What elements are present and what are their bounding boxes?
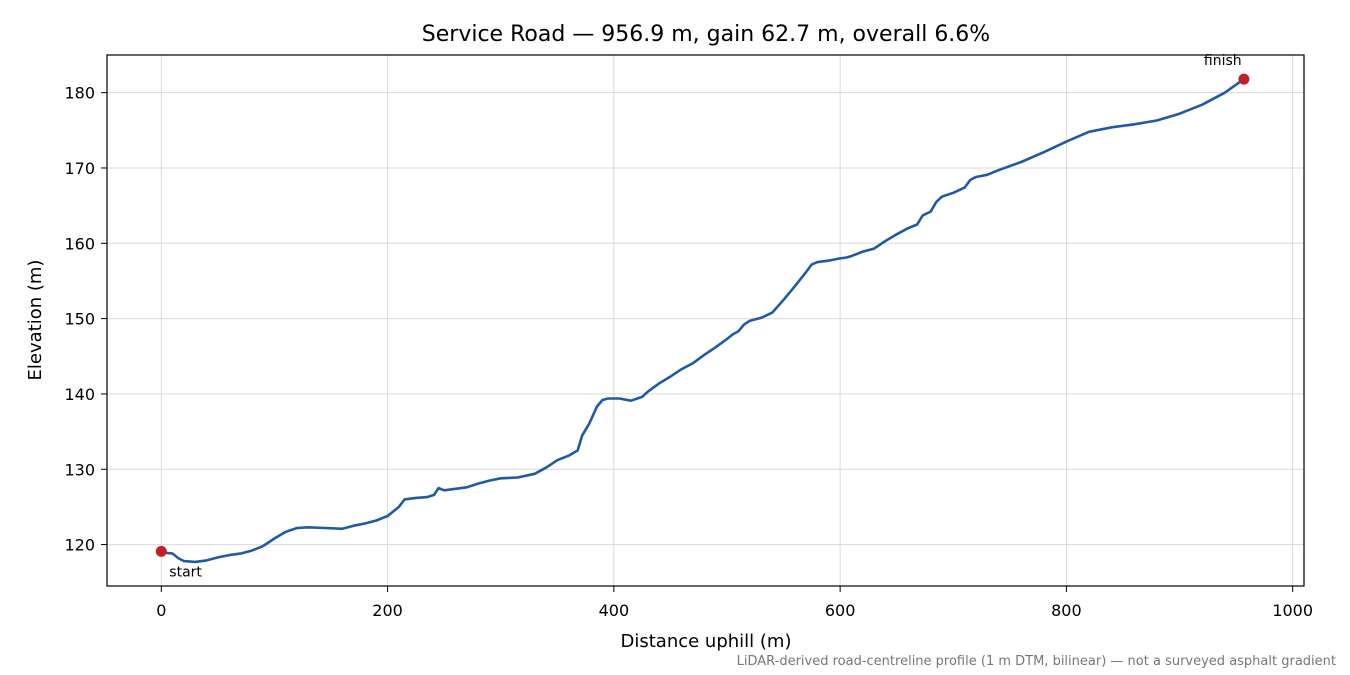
finish-label: finish bbox=[1204, 53, 1242, 69]
markers: start finish bbox=[155, 53, 1250, 580]
y-tick-label: 140 bbox=[64, 385, 95, 404]
y-tick-label: 160 bbox=[64, 234, 95, 253]
y-tick-label: 180 bbox=[64, 84, 95, 103]
x-tick-label: 400 bbox=[599, 601, 630, 620]
x-tick-label: 800 bbox=[1051, 601, 1082, 620]
footnote: LiDAR-derived road-centreline profile (1… bbox=[737, 654, 1336, 669]
grid bbox=[107, 55, 1304, 586]
finish-marker bbox=[1238, 73, 1250, 85]
x-tick-label: 200 bbox=[372, 601, 403, 620]
x-tick-label: 1000 bbox=[1272, 601, 1313, 620]
y-tick-label: 170 bbox=[64, 159, 95, 178]
chart-title: Service Road — 956.9 m, gain 62.7 m, ove… bbox=[422, 22, 990, 47]
y-tick-label: 130 bbox=[64, 460, 95, 479]
elevation-line bbox=[160, 77, 1246, 564]
start-label: start bbox=[169, 564, 202, 580]
y-axis-label: Elevation (m) bbox=[25, 260, 46, 381]
x-tick-label: 0 bbox=[156, 601, 166, 620]
x-tick-label: 600 bbox=[825, 601, 856, 620]
y-tick-label: 150 bbox=[64, 310, 95, 329]
y-tick-label: 120 bbox=[64, 536, 95, 555]
plot-frame bbox=[106, 54, 1305, 587]
axis-ticks bbox=[101, 92, 1294, 592]
x-axis-label: Distance uphill (m) bbox=[621, 631, 792, 652]
start-marker bbox=[155, 545, 167, 557]
